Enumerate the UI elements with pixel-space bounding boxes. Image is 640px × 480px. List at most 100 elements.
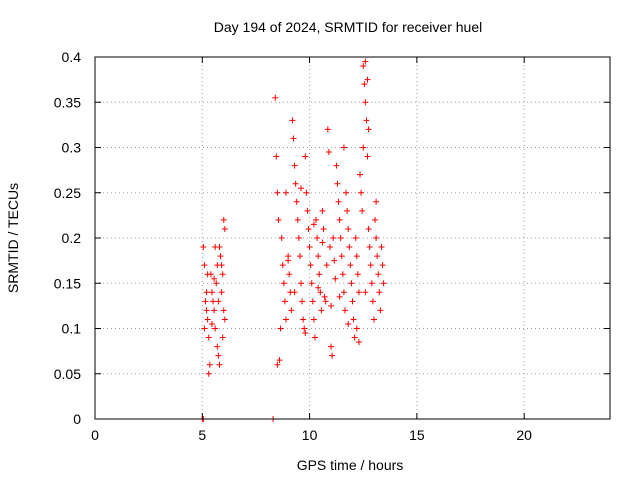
plot-frame bbox=[94, 56, 611, 420]
data-point bbox=[274, 361, 281, 368]
data-point bbox=[308, 280, 315, 287]
data-point bbox=[291, 162, 298, 169]
data-point bbox=[362, 289, 369, 296]
y-tick-label: 0.25 bbox=[54, 185, 81, 201]
data-point bbox=[212, 325, 219, 332]
data-point bbox=[218, 289, 225, 296]
y-tick-label: 0.3 bbox=[62, 140, 82, 156]
data-point bbox=[331, 257, 338, 264]
data-point bbox=[334, 180, 341, 187]
data-point bbox=[311, 334, 318, 341]
data-point bbox=[361, 81, 368, 88]
data-point bbox=[281, 298, 288, 305]
data-point bbox=[355, 289, 362, 296]
data-point bbox=[220, 307, 227, 314]
data-point bbox=[365, 225, 372, 232]
data-point bbox=[282, 189, 289, 196]
data-point bbox=[313, 216, 320, 223]
data-point bbox=[301, 325, 308, 332]
data-point bbox=[285, 257, 292, 264]
data-point bbox=[302, 330, 309, 337]
data-point bbox=[298, 185, 304, 192]
data-point bbox=[336, 216, 343, 223]
data-point bbox=[286, 271, 293, 278]
data-point bbox=[330, 235, 337, 241]
y-tick-label: 0.05 bbox=[54, 366, 81, 382]
data-point bbox=[351, 334, 358, 341]
y-tick-label: 0.35 bbox=[54, 94, 81, 110]
data-point bbox=[216, 361, 223, 368]
data-point bbox=[335, 198, 342, 205]
data-point bbox=[320, 225, 327, 232]
data-point bbox=[280, 280, 287, 287]
data-point bbox=[203, 289, 210, 296]
data-point bbox=[279, 262, 286, 269]
chart-title: Day 194 of 2024, SRMTID for receiver hue… bbox=[214, 19, 482, 35]
data-point bbox=[300, 316, 307, 323]
y-tick-label: 0.15 bbox=[54, 275, 81, 291]
data-point bbox=[317, 289, 324, 296]
data-point bbox=[205, 370, 212, 377]
data-point bbox=[216, 244, 223, 251]
data-point bbox=[306, 244, 313, 251]
data-point bbox=[363, 117, 370, 124]
data-point bbox=[214, 343, 221, 350]
y-tick-label: 0.1 bbox=[62, 321, 82, 337]
data-point bbox=[360, 144, 367, 151]
data-point bbox=[380, 280, 387, 287]
data-point bbox=[202, 298, 209, 305]
data-point bbox=[366, 244, 373, 251]
data-point bbox=[204, 316, 211, 323]
data-point bbox=[372, 216, 379, 223]
x-tick-label: 0 bbox=[91, 427, 99, 443]
data-point bbox=[201, 325, 208, 332]
data-point bbox=[359, 207, 366, 214]
data-point bbox=[201, 262, 208, 269]
data-point bbox=[315, 284, 322, 291]
data-point bbox=[362, 58, 369, 65]
data-point bbox=[341, 307, 348, 314]
data-point bbox=[316, 271, 323, 278]
data-point bbox=[378, 244, 385, 251]
data-point bbox=[323, 262, 330, 269]
data-point bbox=[352, 235, 359, 241]
data-point bbox=[321, 293, 328, 300]
data-point bbox=[278, 235, 285, 241]
data-point bbox=[346, 244, 353, 251]
data-point bbox=[364, 153, 371, 160]
data-point bbox=[362, 99, 369, 106]
data-points bbox=[199, 58, 387, 422]
data-point bbox=[343, 189, 350, 196]
data-point bbox=[369, 298, 376, 305]
data-point bbox=[336, 293, 343, 300]
data-point bbox=[315, 253, 322, 260]
data-point bbox=[333, 162, 340, 169]
x-tick-label: 10 bbox=[302, 427, 318, 443]
data-point bbox=[292, 180, 299, 187]
data-point bbox=[375, 271, 382, 278]
data-point bbox=[296, 253, 303, 260]
data-point bbox=[322, 298, 329, 305]
data-point bbox=[303, 189, 310, 196]
data-point bbox=[290, 135, 297, 142]
data-point bbox=[214, 262, 221, 269]
data-point bbox=[358, 189, 365, 196]
data-point bbox=[374, 253, 381, 260]
data-point bbox=[318, 307, 325, 314]
data-point bbox=[211, 275, 218, 282]
grid bbox=[95, 57, 610, 419]
data-point bbox=[370, 316, 377, 323]
x-axis-title: GPS time / hours bbox=[297, 457, 404, 473]
data-point bbox=[345, 320, 352, 327]
data-point bbox=[210, 298, 217, 305]
data-point bbox=[360, 63, 367, 70]
data-point bbox=[215, 352, 222, 359]
data-point bbox=[350, 316, 357, 323]
data-point bbox=[329, 352, 336, 359]
data-point bbox=[211, 307, 218, 314]
data-point bbox=[291, 289, 298, 296]
y-tick-label: 0 bbox=[73, 411, 81, 427]
data-point bbox=[221, 225, 228, 232]
data-point bbox=[203, 307, 210, 314]
data-point bbox=[340, 144, 347, 151]
